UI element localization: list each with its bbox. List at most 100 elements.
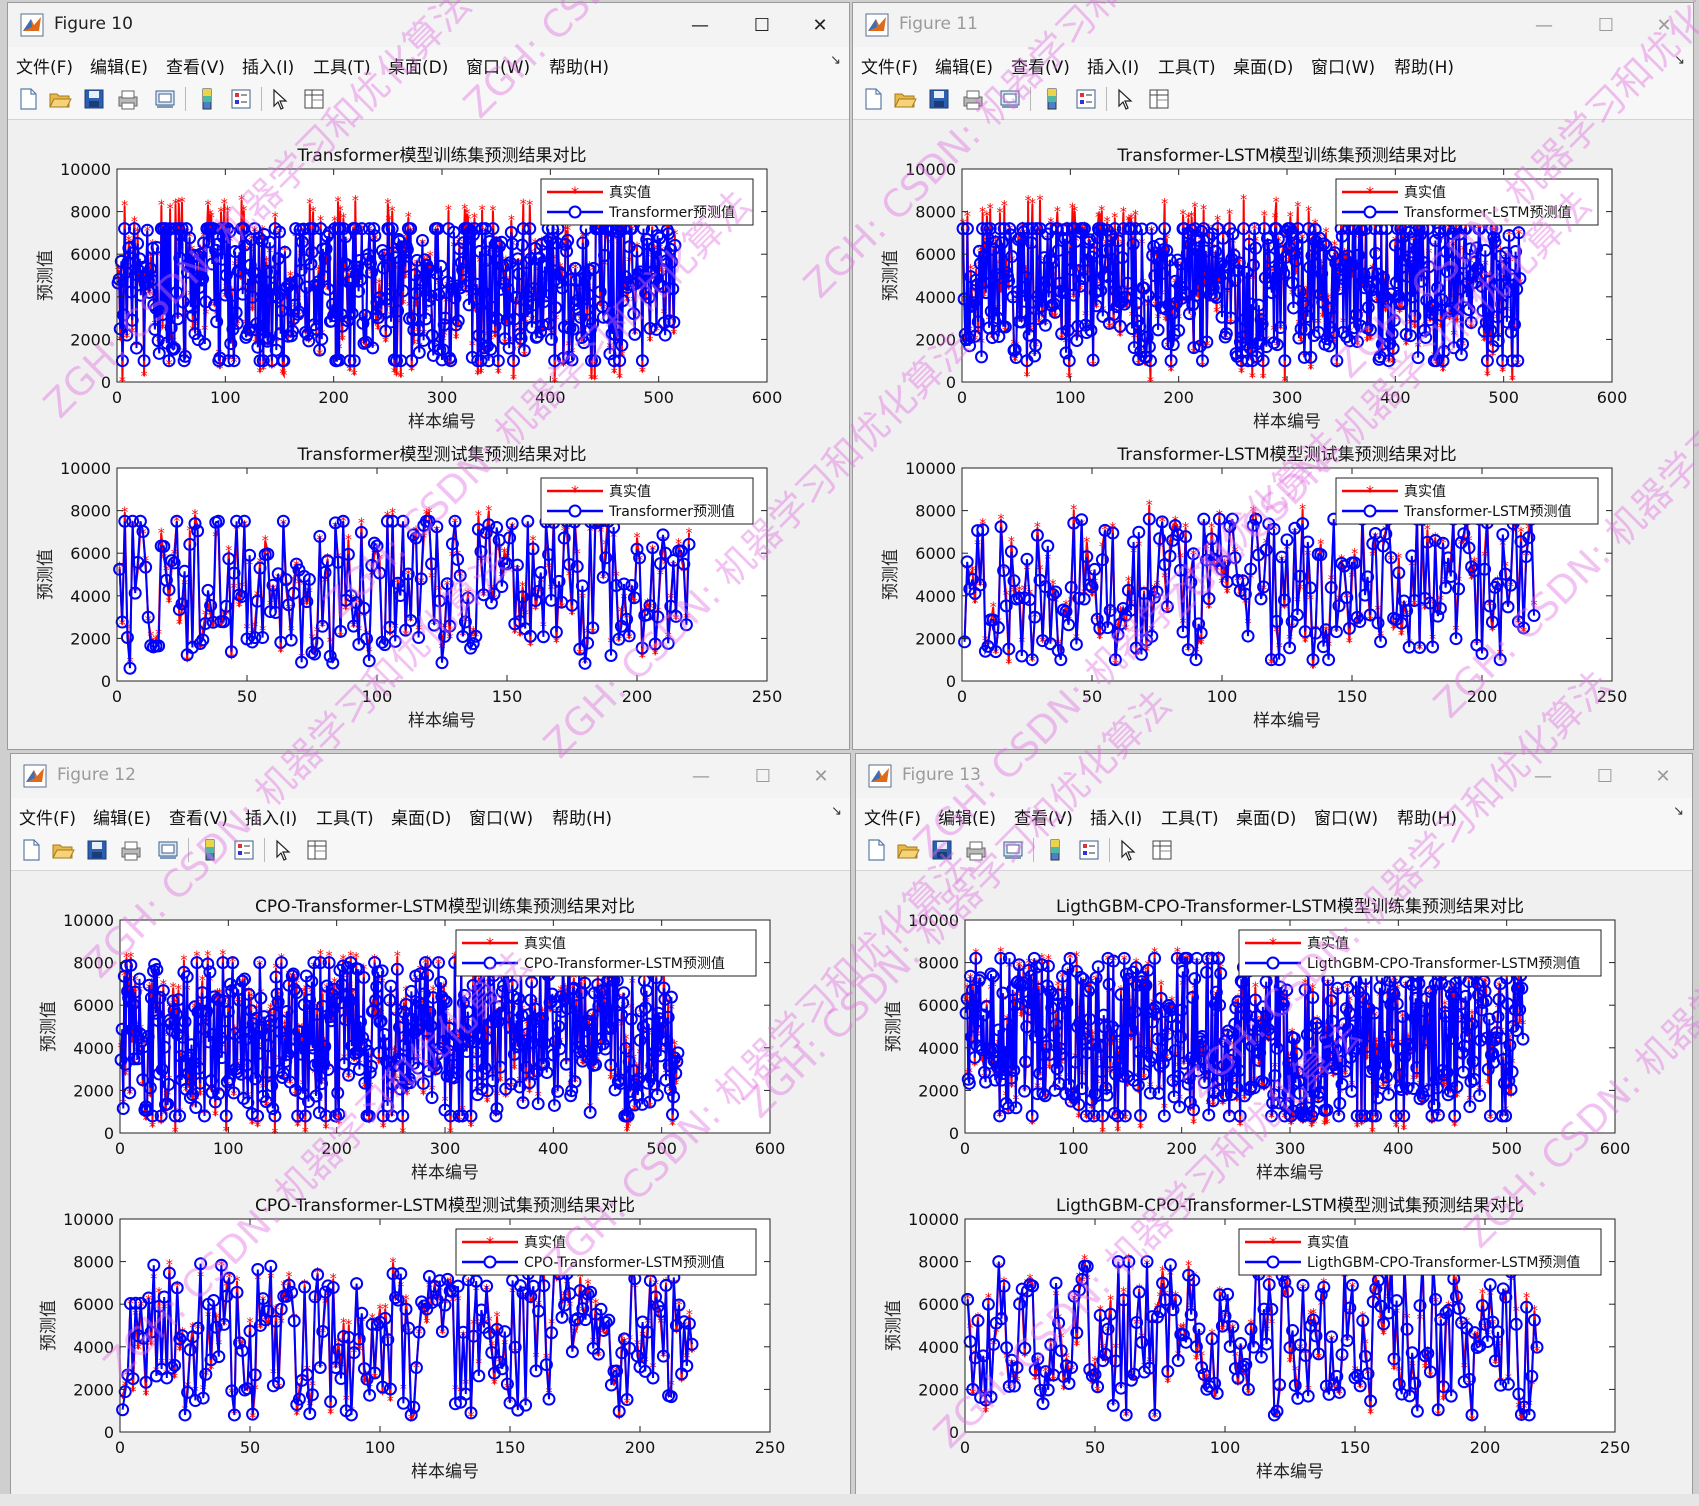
pointer-icon[interactable] [267,87,291,111]
open-file-icon[interactable] [893,87,917,111]
menu-item[interactable]: 窗口(W) [1314,809,1379,829]
open-file-icon[interactable] [48,87,72,111]
figure-window[interactable]: Figure 13— ☐ ✕ 文件(F) 编辑(E) 查看(V) 插入(I) 工具(T) 桌面(… [855,753,1693,1504]
menu-item[interactable]: 桌面(D) [391,809,452,829]
colorbar-icon[interactable] [1043,838,1067,862]
close-button[interactable]: ✕ [796,758,846,794]
pointer-icon[interactable] [1112,87,1136,111]
menu-item[interactable]: 查看(V) [1014,809,1073,829]
menu-item[interactable]: 编辑(E) [938,809,997,829]
menu-item[interactable]: 工具(T) [316,809,374,829]
maximize-button[interactable]: ☐ [1581,7,1631,43]
print-preview-icon[interactable] [156,838,180,862]
menu-item[interactable]: 文件(F) [16,58,74,78]
colorbar-icon[interactable] [198,838,222,862]
menu-item[interactable]: 帮助(H) [1394,58,1455,78]
plot-axes[interactable]: Transformer模型测试集预测结果对比******************… [36,445,782,731]
maximize-button[interactable]: ☐ [1580,758,1630,794]
minimize-button[interactable]: — [1518,758,1568,794]
menu-item[interactable]: 桌面(D) [1233,58,1294,78]
save-icon[interactable] [85,838,109,862]
colorbar-icon[interactable] [195,87,219,111]
menu-overflow-icon[interactable]: ↘ [1673,804,1684,819]
print-icon[interactable] [116,87,140,111]
print-preview-icon[interactable] [998,87,1022,111]
menu-item[interactable]: 文件(F) [19,809,77,829]
open-file-icon[interactable] [51,838,75,862]
menu-item[interactable]: 查看(V) [166,58,225,78]
menu-item[interactable]: 窗口(W) [466,58,531,78]
open-file-icon[interactable] [896,838,920,862]
print-icon[interactable] [119,838,143,862]
plot-axes[interactable]: LigthGBM-CPO-Transformer-LSTM模型训练集预测结果对比… [884,897,1630,1183]
minimize-button[interactable]: — [1519,7,1569,43]
plot-axes[interactable]: CPO-Transformer-LSTM模型训练集预测结果对比*********… [39,897,785,1183]
menu-item[interactable]: 插入(I) [242,58,295,78]
menu-item[interactable]: 工具(T) [313,58,371,78]
menu-item[interactable]: 编辑(E) [935,58,994,78]
property-editor-icon[interactable] [1147,87,1171,111]
pointer-icon[interactable] [1115,838,1139,862]
close-button[interactable]: ✕ [1639,7,1689,43]
save-icon[interactable] [927,87,951,111]
minimize-button[interactable]: — [675,7,725,43]
title-bar[interactable]: Figure 13— ☐ ✕ [856,754,1692,798]
menu-item[interactable]: 插入(I) [1087,58,1140,78]
new-figure-icon[interactable] [864,838,888,862]
plot-axes[interactable]: Transformer-LSTM模型测试集预测结果对比*************… [881,445,1627,731]
print-icon[interactable] [964,838,988,862]
menu-overflow-icon[interactable]: ↘ [830,53,841,68]
menu-item[interactable]: 窗口(W) [469,809,534,829]
menu-overflow-icon[interactable]: ↘ [1674,53,1685,68]
figure-window[interactable]: Figure 10— ☐ ✕ 文件(F) 编辑(E) 查看(V) 插入(I) 工具(T) 桌面(… [7,2,850,750]
menu-item[interactable]: 工具(T) [1161,809,1219,829]
menu-overflow-icon[interactable]: ↘ [831,804,842,819]
menu-item[interactable]: 编辑(E) [90,58,149,78]
menu-item[interactable]: 帮助(H) [552,809,613,829]
minimize-button[interactable]: — [676,758,726,794]
menu-item[interactable]: 文件(F) [861,58,919,78]
menu-item[interactable]: 工具(T) [1158,58,1216,78]
title-bar[interactable]: Figure 11— ☐ ✕ [853,3,1693,47]
maximize-button[interactable]: ☐ [738,758,788,794]
legend-icon[interactable] [1074,87,1098,111]
print-preview-icon[interactable] [153,87,177,111]
print-preview-icon[interactable] [1001,838,1025,862]
print-icon[interactable] [961,87,985,111]
new-figure-icon[interactable] [19,838,43,862]
legend-icon[interactable] [1077,838,1101,862]
title-bar[interactable]: Figure 10— ☐ ✕ [8,3,849,47]
colorbar-icon[interactable] [1040,87,1064,111]
legend-icon[interactable] [229,87,253,111]
figure-window[interactable]: Figure 12— ☐ ✕ 文件(F) 编辑(E) 查看(V) 插入(I) 工具(T) 桌面(… [10,753,851,1504]
menu-item[interactable]: 帮助(H) [549,58,610,78]
menu-item[interactable]: 查看(V) [1011,58,1070,78]
close-button[interactable]: ✕ [1638,758,1688,794]
menu-item[interactable]: 查看(V) [169,809,228,829]
plot-axes[interactable]: CPO-Transformer-LSTM模型测试集预测结果对比*********… [39,1196,785,1482]
legend-icon[interactable] [232,838,256,862]
figure-window[interactable]: Figure 11— ☐ ✕ 文件(F) 编辑(E) 查看(V) 插入(I) 工具(T) 桌面(… [852,2,1694,750]
new-figure-icon[interactable] [861,87,885,111]
property-editor-icon[interactable] [305,838,329,862]
pointer-icon[interactable] [270,838,294,862]
menu-item[interactable]: 桌面(D) [1236,809,1297,829]
title-bar[interactable]: Figure 12— ☐ ✕ [11,754,850,798]
plot-axes[interactable]: Transformer-LSTM模型训练集预测结果对比*************… [881,146,1627,432]
menu-item[interactable]: 帮助(H) [1397,809,1458,829]
save-icon[interactable] [930,838,954,862]
property-editor-icon[interactable] [1150,838,1174,862]
menu-item[interactable]: 文件(F) [864,809,922,829]
menu-item[interactable]: 插入(I) [245,809,298,829]
maximize-button[interactable]: ☐ [737,7,787,43]
menu-item[interactable]: 编辑(E) [93,809,152,829]
menu-item[interactable]: 窗口(W) [1311,58,1376,78]
menu-item[interactable]: 桌面(D) [388,58,449,78]
menu-item[interactable]: 插入(I) [1090,809,1143,829]
close-button[interactable]: ✕ [795,7,845,43]
